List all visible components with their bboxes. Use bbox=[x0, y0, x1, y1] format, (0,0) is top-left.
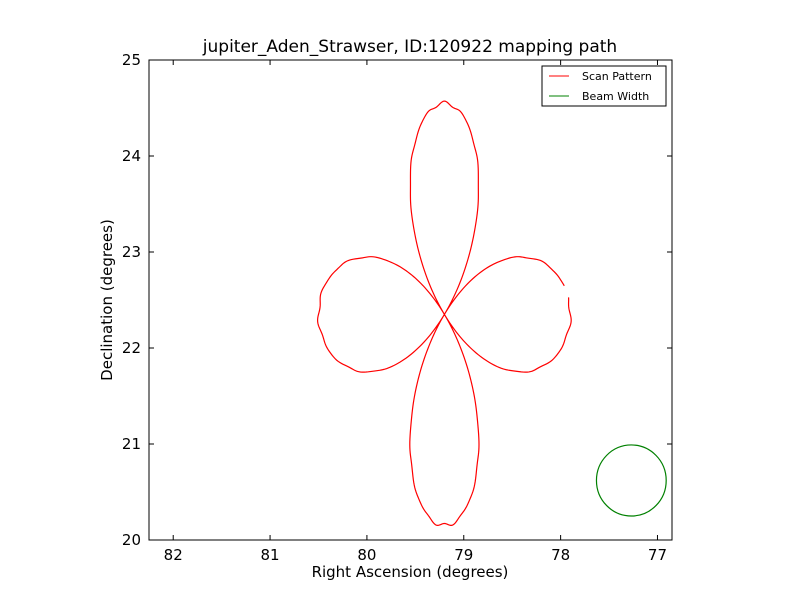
legend-label-scan-pattern: Scan Pattern bbox=[582, 70, 652, 83]
x-axis-label: Right Ascension (degrees) bbox=[312, 563, 509, 581]
axes-frame bbox=[148, 59, 673, 541]
x-tick-label: 82 bbox=[164, 546, 183, 564]
data-layer bbox=[316, 100, 667, 526]
x-tick-label: 77 bbox=[648, 546, 667, 564]
x-tick-label: 78 bbox=[551, 546, 570, 564]
plot-area bbox=[149, 60, 672, 540]
y-tick-label: 23 bbox=[122, 243, 141, 261]
legend-box bbox=[541, 65, 667, 107]
scan-pattern-line bbox=[316, 100, 572, 526]
y-tick-label: 25 bbox=[122, 51, 141, 69]
y-tick-label: 22 bbox=[122, 339, 141, 357]
y-axis-label: Declination (degrees) bbox=[98, 219, 116, 381]
y-tick-label: 24 bbox=[122, 147, 141, 165]
chart-title: jupiter_Aden_Strawser, ID:120922 mapping… bbox=[202, 37, 617, 57]
legend-label-beam-width: Beam Width bbox=[582, 90, 649, 103]
y-axis-ticks: 20 21 22 23 24 25 bbox=[122, 51, 672, 549]
x-tick-label: 79 bbox=[454, 546, 473, 564]
y-tick-label: 21 bbox=[122, 435, 141, 453]
beam-width-circle bbox=[595, 444, 667, 517]
y-tick-label: 20 bbox=[122, 531, 141, 549]
x-tick-label: 81 bbox=[261, 546, 280, 564]
legend: Scan Pattern Beam Width bbox=[541, 65, 667, 107]
x-axis-ticks: 82 81 80 79 78 77 bbox=[164, 60, 667, 564]
x-tick-label: 80 bbox=[357, 546, 376, 564]
